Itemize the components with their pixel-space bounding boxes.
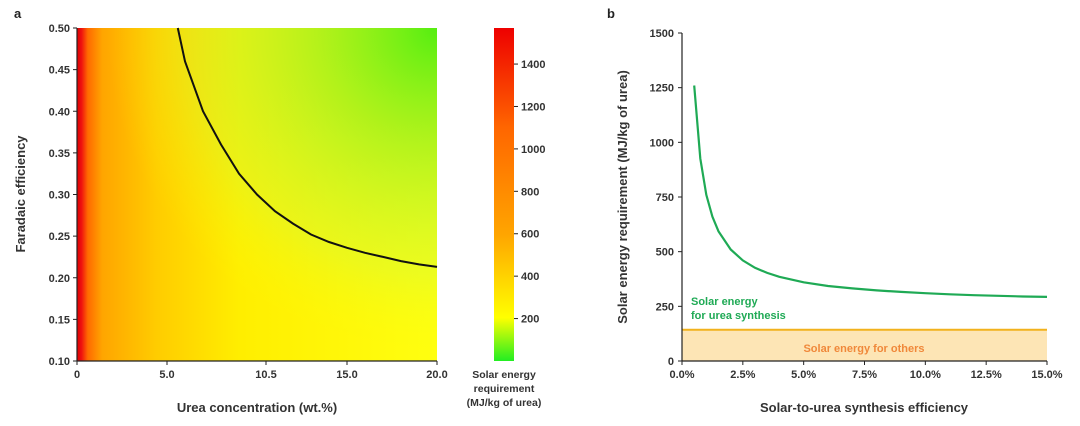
- line-y-tick-label: 250: [656, 301, 674, 313]
- line-y-tick-label: 1500: [650, 28, 674, 40]
- heatmap-y-label: Faradaic efficiency: [13, 135, 28, 253]
- heatmap-y-tick-label: 0.25: [49, 231, 70, 243]
- heatmap-y-tick-label: 0.10: [49, 356, 70, 368]
- line-x-ticks: 0.0% 2.5% 5.0% 7.5% 10.0% 12.5% 15.0%: [669, 361, 1063, 381]
- heatmap-panel: 0 5.0 10.5 15.0 20.0 0.10 0.15 0.20 0.25 0.30 0.3…: [13, 23, 448, 415]
- line-y-tick-label: 0: [668, 356, 674, 368]
- line-x-tick-label: 2.5%: [730, 369, 755, 381]
- heatmap-x-tick-label: 15.0: [336, 369, 357, 381]
- panel-a-letter: a: [14, 6, 22, 21]
- line-x-tick-label: 5.0%: [791, 369, 816, 381]
- heatmap-y-tick-label: 0.40: [49, 106, 70, 118]
- line-x-tick-label: 12.5%: [971, 369, 1002, 381]
- annotation-urea-2: for urea synthesis: [691, 310, 786, 322]
- line-y-tick-label: 500: [656, 247, 674, 259]
- contour-line: [176, 27, 438, 268]
- colorbar-tick-label: 800: [521, 186, 539, 198]
- heatmap-y-ticks: 0.10 0.15 0.20 0.25 0.30 0.35 0.40 0.45 0.50: [49, 23, 77, 368]
- heatmap-y-tick-label: 0.45: [49, 65, 70, 77]
- line-x-label: Solar-to-urea synthesis efficiency: [760, 400, 969, 415]
- colorbar-tick-label: 1400: [521, 59, 545, 71]
- colorbar-tick-label: 400: [521, 271, 539, 283]
- colorbar-tick-label: 200: [521, 314, 539, 326]
- line-x-tick-label: 15.0%: [1031, 369, 1062, 381]
- line-x-tick-label: 10.0%: [910, 369, 941, 381]
- colorbar: 200 400 600 800 1000 1200 1400 Solar energy re…: [467, 28, 545, 409]
- heatmap-x-ticks: 0 5.0 10.5 15.0 20.0: [74, 361, 448, 381]
- panel-b-letter: b: [607, 6, 615, 21]
- heatmap-x-tick-label: 0: [74, 369, 80, 381]
- colorbar-label-3: (MJ/kg of urea): [467, 397, 542, 409]
- annotation-urea-1: Solar energy: [691, 296, 759, 308]
- heatmap-x-tick-label: 5.0: [159, 369, 174, 381]
- line-x-tick-label: 7.5%: [852, 369, 877, 381]
- heatmap-y-tick-label: 0.50: [49, 23, 70, 35]
- annotation-others: Solar energy for others: [803, 343, 924, 355]
- line-y-ticks: 0 250 500 750 1000 1250 1500: [650, 28, 682, 368]
- colorbar-label-2: requirement: [474, 383, 535, 395]
- colorbar-ticks: 200 400 600 800 1000 1200 1400: [514, 59, 545, 326]
- heatmap-x-label: Urea concentration (wt.%): [177, 400, 337, 415]
- heatmap-x-tick-label: 10.5: [255, 369, 276, 381]
- line-y-tick-label: 750: [656, 192, 674, 204]
- line-y-tick-label: 1250: [650, 83, 674, 95]
- colorbar-tick-label: 1200: [521, 101, 545, 113]
- others-band: [682, 329, 1047, 361]
- colorbar-gradient: [494, 28, 514, 361]
- line-x-tick-label: 0.0%: [669, 369, 694, 381]
- heatmap-x-tick-label: 20.0: [426, 369, 447, 381]
- colorbar-tick-label: 1000: [521, 144, 545, 156]
- line-y-tick-label: 1000: [650, 137, 674, 149]
- heatmap-y-tick-label: 0.20: [49, 273, 70, 285]
- heatmap-y-tick-label: 0.35: [49, 148, 70, 160]
- line-panel: 0.0% 2.5% 5.0% 7.5% 10.0% 12.5% 15.0% 0 250 500 7…: [615, 28, 1063, 415]
- heatmap-y-tick-label: 0.15: [49, 314, 70, 326]
- line-y-label: Solar energy requirement (MJ/kg of urea): [615, 70, 630, 324]
- heatmap-y-tick-label: 0.30: [49, 190, 70, 202]
- colorbar-tick-label: 600: [521, 229, 539, 241]
- urea-synthesis-curve: [693, 85, 1048, 298]
- colorbar-label-1: Solar energy: [472, 369, 536, 381]
